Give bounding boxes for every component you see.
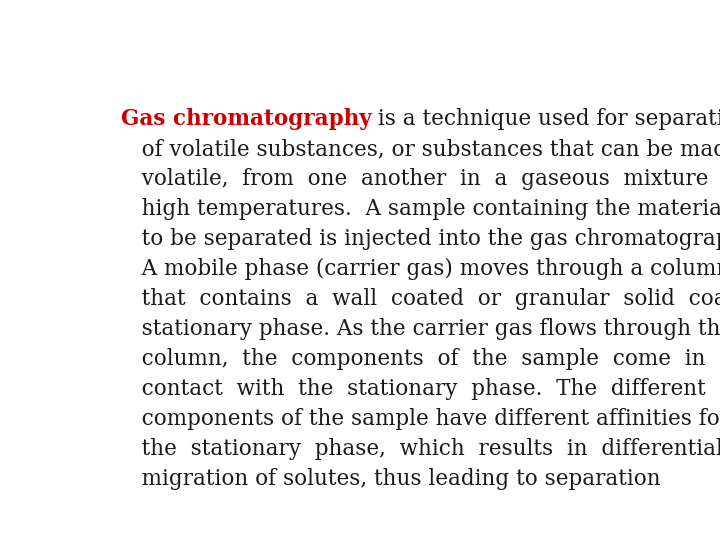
Text: high temperatures.  A sample containing the materials: high temperatures. A sample containing t…	[121, 198, 720, 220]
Text: A mobile phase (carrier gas) moves through a column: A mobile phase (carrier gas) moves throu…	[121, 258, 720, 280]
Text: column,  the  components  of  the  sample  come  in: column, the components of the sample com…	[121, 348, 705, 370]
Text: volatile,  from  one  another  in  a  gaseous  mixture  at: volatile, from one another in a gaseous …	[121, 168, 720, 190]
Text: of volatile substances, or substances that can be made: of volatile substances, or substances th…	[121, 138, 720, 160]
Text: the  stationary  phase,  which  results  in  differential: the stationary phase, which results in d…	[121, 438, 720, 460]
Text: stationary phase. As the carrier gas flows through the: stationary phase. As the carrier gas flo…	[121, 318, 720, 340]
Text: to be separated is injected into the gas chromatograph.: to be separated is injected into the gas…	[121, 228, 720, 250]
Text: components of the sample have different affinities for: components of the sample have different …	[121, 408, 720, 430]
Text: Gas chromatography: Gas chromatography	[121, 109, 372, 131]
Text: migration of solutes, thus leading to separation: migration of solutes, thus leading to se…	[121, 468, 660, 490]
Text: contact  with  the  stationary  phase.  The  different: contact with the stationary phase. The d…	[121, 378, 706, 400]
Text: is a technique used for separation: is a technique used for separation	[372, 109, 720, 131]
Text: that  contains  a  wall  coated  or  granular  solid  coated: that contains a wall coated or granular …	[121, 288, 720, 310]
